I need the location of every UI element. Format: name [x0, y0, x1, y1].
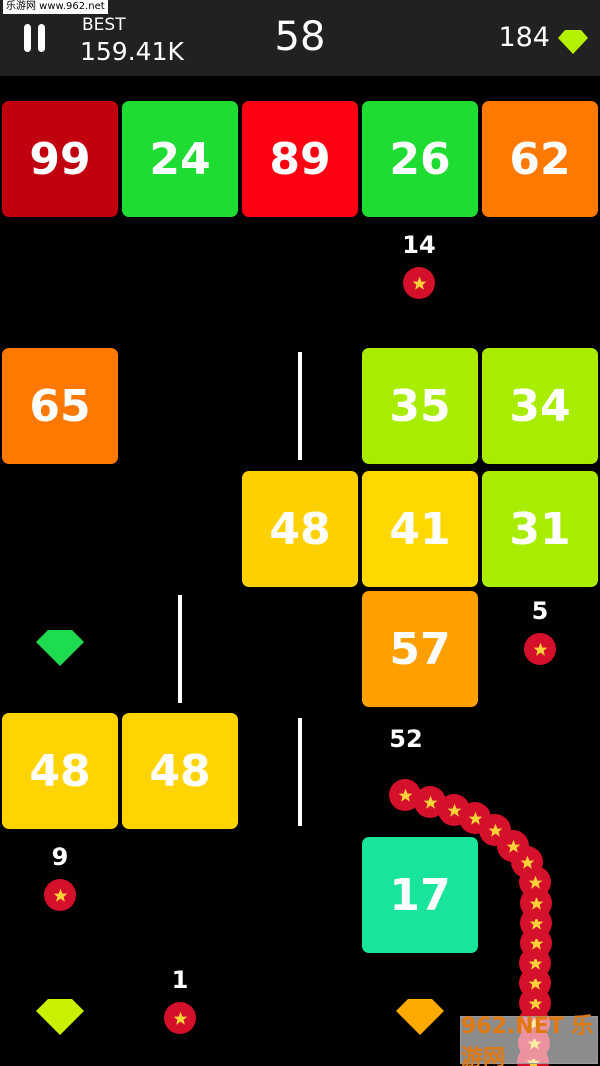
star-icon	[529, 916, 543, 930]
number-block: 65	[2, 348, 118, 464]
food-ball-icon	[44, 879, 76, 911]
star-icon	[53, 888, 67, 902]
star-icon	[412, 276, 426, 290]
number-block: 57	[362, 591, 478, 707]
pause-button[interactable]	[24, 24, 48, 52]
best-label: BEST	[82, 15, 126, 35]
wall-divider	[298, 718, 302, 826]
star-icon	[447, 803, 461, 817]
star-icon	[506, 839, 520, 853]
top-hud: BEST 159.41K 58 184 乐游网 www.962.net	[0, 0, 600, 76]
gem-count: 184	[498, 22, 550, 53]
star-icon	[520, 855, 534, 869]
gem-pickup-icon	[36, 630, 84, 666]
number-block: 48	[2, 713, 118, 829]
food-ball-icon	[524, 633, 556, 665]
star-icon	[528, 996, 542, 1010]
food-count-label: 9	[51, 843, 69, 871]
watermark-bottom: 962.NET 乐游网	[460, 1014, 598, 1066]
gem-pickup-icon	[396, 999, 444, 1035]
star-icon	[529, 896, 543, 910]
number-block: 35	[362, 348, 478, 464]
food-count-label: 5	[531, 597, 549, 625]
star-icon	[398, 788, 412, 802]
number-block: 99	[2, 101, 118, 217]
star-icon	[173, 1011, 187, 1025]
food-count-label: 1	[171, 966, 189, 994]
best-score: 159.41K	[80, 37, 184, 66]
number-block: 48	[122, 713, 238, 829]
number-block: 17	[362, 837, 478, 953]
star-icon	[528, 875, 542, 889]
number-block: 62	[482, 101, 598, 217]
wall-divider	[298, 352, 302, 460]
number-block: 26	[362, 101, 478, 217]
number-block: 48	[242, 471, 358, 587]
number-block: 31	[482, 471, 598, 587]
food-count-label: 14	[402, 231, 436, 259]
watermark-top: 乐游网 www.962.net	[3, 0, 108, 14]
snake-segment	[389, 779, 421, 811]
gem-icon	[558, 30, 588, 54]
gem-pickup-icon	[36, 999, 84, 1035]
number-block: 41	[362, 471, 478, 587]
food-ball-icon	[164, 1002, 196, 1034]
number-block: 34	[482, 348, 598, 464]
food-ball-icon	[403, 267, 435, 299]
star-icon	[528, 976, 542, 990]
number-block: 89	[242, 101, 358, 217]
star-icon	[488, 823, 502, 837]
star-icon	[423, 795, 437, 809]
star-icon	[533, 642, 547, 656]
wall-divider	[178, 595, 182, 703]
current-score: 58	[274, 14, 326, 60]
star-icon	[468, 811, 482, 825]
star-icon	[528, 956, 542, 970]
snake-length-label: 52	[389, 725, 423, 753]
number-block: 24	[122, 101, 238, 217]
star-icon	[529, 936, 543, 950]
